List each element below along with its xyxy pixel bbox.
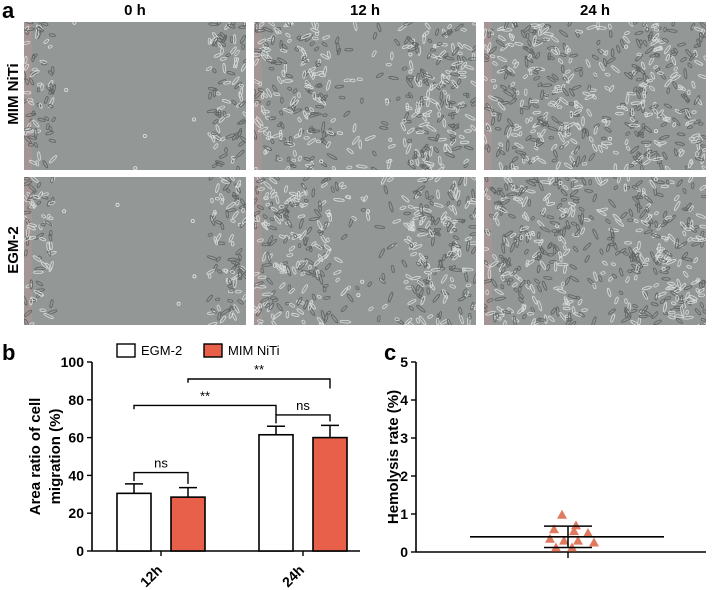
y-tick-label: 3: [400, 430, 408, 446]
y-tick-label: 40: [68, 467, 84, 483]
sig-24h-bracket: [275, 414, 331, 424]
micrograph-egm-2-0h: [24, 177, 246, 325]
sig-mimniti-bracket: [187, 378, 331, 389]
sig-egm2-label: **: [200, 388, 210, 403]
panel-b-label: b: [2, 340, 16, 365]
data-point: [545, 533, 555, 543]
data-point: [573, 535, 583, 545]
data-point: [571, 520, 581, 530]
micrograph-mim-niti-0h: [24, 22, 246, 170]
bar-egm-2-24h: [258, 433, 294, 552]
x-tick-label-12h: 12h: [137, 562, 165, 590]
micrograph-mim-niti-24h: [484, 22, 706, 170]
y-tick-label: 60: [68, 430, 84, 446]
bar-mim-niti-24h: [312, 436, 348, 552]
data-point: [549, 524, 559, 534]
data-point: [589, 537, 599, 547]
y-tick-label: 100: [61, 354, 85, 370]
legend-swatch-mim-niti: [203, 343, 223, 358]
y-axis-label: Hemolysis rate (%): [385, 390, 402, 524]
hemolysis-scatter-chart: 0 1 2 3 4 5 Hemolysis rate (%): [385, 354, 706, 560]
y-tick-label: 20: [68, 505, 84, 521]
legend-label-mim-niti: MIM NiTi: [228, 343, 280, 358]
micrograph-egm-2-24h: [484, 177, 706, 325]
panel-a-label: a: [2, 0, 15, 23]
y-tick-label: 4: [400, 392, 408, 408]
y-tick-label: 1: [400, 506, 408, 522]
sig-12h-bracket: [133, 471, 189, 484]
y-tick-label: 0: [76, 543, 84, 559]
legend-label-egm-2: EGM-2: [141, 343, 182, 358]
y-tick-label: 2: [400, 468, 408, 484]
row-label-egm2: EGM-2: [5, 226, 22, 274]
data-point: [559, 535, 569, 545]
data-point: [569, 526, 579, 536]
row-label-mim-niti: MIM NiTi: [5, 63, 22, 125]
y-tick-label: 80: [68, 392, 84, 408]
sig-mimniti-label: **: [254, 362, 264, 377]
legend-swatch-egm-2: [116, 343, 136, 358]
data-point: [557, 509, 567, 519]
column-header-24h: 24 h: [579, 2, 610, 19]
sig-12h-label: ns: [154, 456, 168, 471]
x-tick-label-24h: 24h: [279, 562, 307, 590]
y-tick-label: 5: [400, 354, 408, 370]
column-header-0h: 0 h: [124, 2, 146, 19]
y-tick-label: 0: [400, 544, 408, 560]
panel-c-label: c: [384, 340, 397, 365]
micrograph-mim-niti-12h: [254, 22, 476, 170]
data-point: [583, 528, 593, 537]
bar-egm-2-12h: [116, 492, 152, 552]
micrograph-egm-2-12h: [254, 177, 476, 325]
migration-bar-chart: 0 20 40 60 80 100 Area ratio of cell migration …: [27, 343, 360, 590]
sig-egm2-bracket: [133, 404, 277, 415]
y-axis-label: Area ratio of cell migration (%): [27, 398, 64, 516]
column-header-12h: 12 h: [349, 2, 380, 19]
bar-mim-niti-12h: [170, 496, 206, 552]
sig-24h-label: ns: [296, 398, 310, 413]
